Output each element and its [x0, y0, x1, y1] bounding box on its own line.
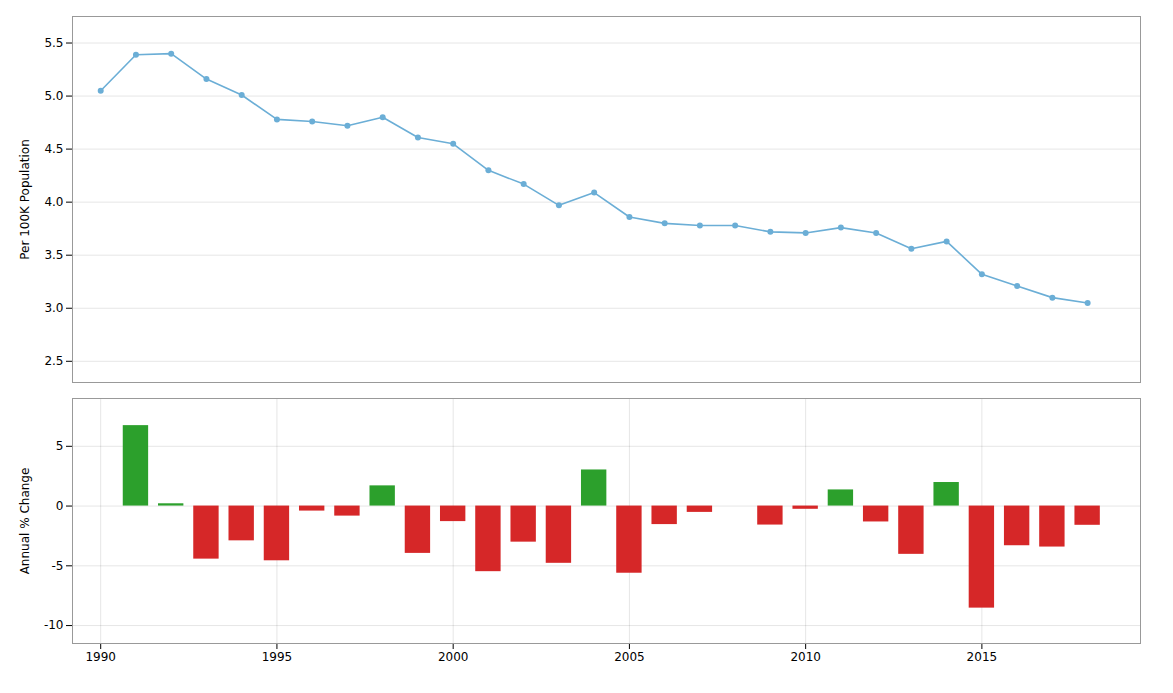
svg-text:5.0: 5.0	[44, 89, 63, 103]
svg-text:3.0: 3.0	[44, 301, 63, 315]
svg-text:4.5: 4.5	[44, 142, 63, 156]
svg-text:Per 100K Population: Per 100K Population	[18, 139, 32, 260]
svg-text:Annual % Change: Annual % Change	[18, 468, 32, 575]
svg-text:2000: 2000	[438, 650, 469, 664]
svg-text:5: 5	[56, 439, 64, 453]
svg-text:3.5: 3.5	[44, 248, 63, 262]
svg-text:4.0: 4.0	[44, 195, 63, 209]
svg-text:1990: 1990	[85, 650, 116, 664]
svg-text:-10: -10	[44, 618, 64, 632]
svg-text:2015: 2015	[967, 650, 998, 664]
svg-text:5.5: 5.5	[44, 36, 63, 50]
svg-text:2010: 2010	[790, 650, 821, 664]
svg-text:0: 0	[56, 499, 64, 513]
svg-text:-5: -5	[52, 559, 64, 573]
svg-text:2005: 2005	[614, 650, 645, 664]
svg-text:2.5: 2.5	[44, 354, 63, 368]
svg-text:1995: 1995	[262, 650, 293, 664]
